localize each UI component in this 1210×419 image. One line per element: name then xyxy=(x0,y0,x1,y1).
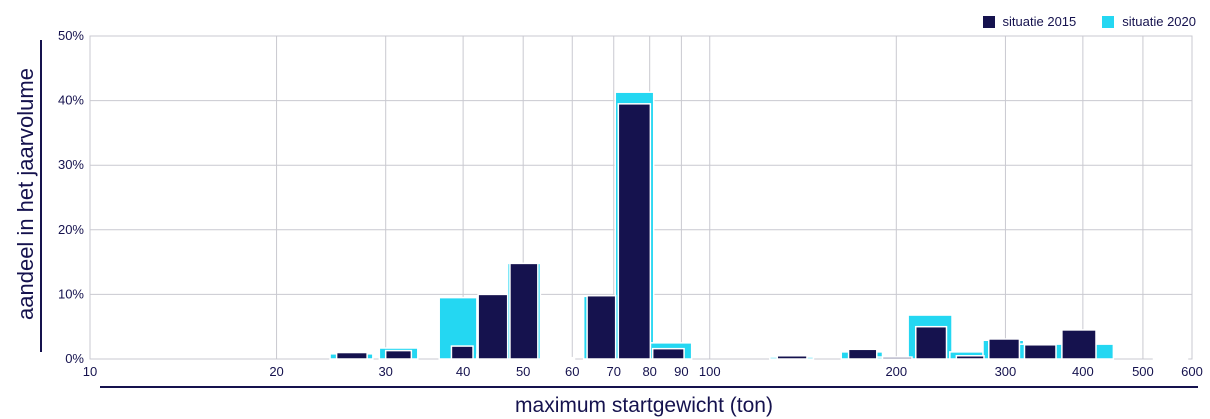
bar-situatie-2015 xyxy=(477,293,509,360)
x-tick-label: 40 xyxy=(456,364,470,379)
bar-situatie-2015 xyxy=(586,294,617,360)
legend-label-2020: situatie 2020 xyxy=(1122,14,1196,29)
x-tick-label: 90 xyxy=(674,364,688,379)
series-2015-bars xyxy=(335,103,1097,360)
y-tick-label: 20% xyxy=(58,222,84,237)
x-tick-label: 100 xyxy=(699,364,721,379)
x-tick-label: 70 xyxy=(607,364,621,379)
bar-situatie-2015 xyxy=(450,345,474,360)
legend-swatch-2020 xyxy=(1102,15,1115,28)
bar-situatie-2015 xyxy=(617,103,652,360)
legend-item-2015: situatie 2015 xyxy=(982,14,1077,29)
legend-label-2015: situatie 2015 xyxy=(1002,14,1077,29)
bar-situatie-2015 xyxy=(651,347,685,360)
x-tick-label: 400 xyxy=(1072,364,1094,379)
y-tick-label: 10% xyxy=(58,286,84,301)
bar-situatie-2015 xyxy=(776,355,808,360)
y-axis-ticks: 0% 10% 20% 30% 40% 50% xyxy=(58,28,84,366)
series-2020-bars xyxy=(329,91,1189,360)
y-tick-label: 30% xyxy=(58,157,84,172)
bar-situatie-2015 xyxy=(847,348,878,360)
x-tick-label: 500 xyxy=(1132,364,1154,379)
bar-situatie-2015 xyxy=(955,355,985,360)
y-axis-line xyxy=(40,40,42,352)
bar-situatie-2015 xyxy=(915,325,948,360)
bar-situatie-2015 xyxy=(335,351,368,360)
bar-situatie-2015 xyxy=(384,349,413,360)
x-tick-label: 20 xyxy=(269,364,283,379)
x-axis-ticks: 10 20 30 40 50 60 70 80 90 100 200 300 400 500 600 xyxy=(83,364,1203,379)
y-tick-label: 40% xyxy=(58,93,84,108)
legend-swatch-2015 xyxy=(982,15,995,28)
x-axis-line xyxy=(100,386,1198,388)
y-tick-label: 0% xyxy=(65,351,84,366)
y-tick-label: 50% xyxy=(58,28,84,43)
legend-item-2020: situatie 2020 xyxy=(1102,14,1196,29)
x-tick-label: 30 xyxy=(378,364,392,379)
bar-situatie-2015 xyxy=(1061,329,1097,360)
x-tick-label: 50 xyxy=(516,364,530,379)
bar-situatie-2015 xyxy=(509,262,539,360)
bar-situatie-2015 xyxy=(881,356,913,360)
x-tick-label: 80 xyxy=(642,364,656,379)
x-tick-label: 10 xyxy=(83,364,97,379)
x-tick-label: 600 xyxy=(1181,364,1203,379)
bar-situatie-2015 xyxy=(543,356,574,360)
y-axis-label: aandeel in het jaarvolume xyxy=(13,68,38,320)
bar-situatie-2015 xyxy=(1023,344,1057,360)
x-tick-label: 60 xyxy=(565,364,579,379)
x-tick-label: 300 xyxy=(995,364,1017,379)
x-axis-label: maximum startgewicht (ton) xyxy=(515,394,773,417)
bar-situatie-2015 xyxy=(988,338,1021,360)
bar-situatie-2020 xyxy=(1093,343,1115,360)
legend: situatie 2015 situatie 2020 xyxy=(982,14,1196,29)
x-tick-label: 200 xyxy=(885,364,907,379)
bar-situatie-2020 xyxy=(1152,356,1189,360)
